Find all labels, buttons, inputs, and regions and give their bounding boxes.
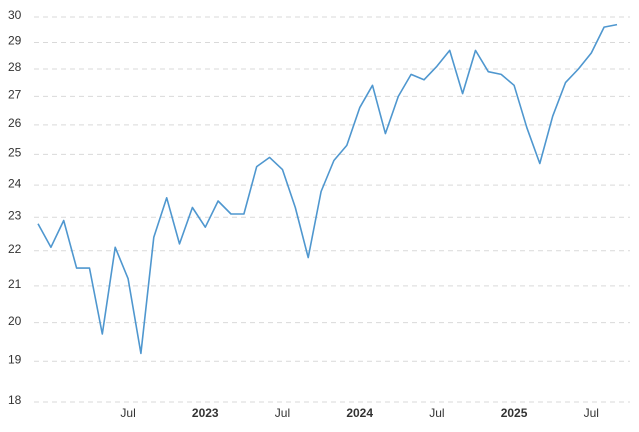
x-tick-label: 2023 [192,406,219,420]
x-tick-label: Jul [120,406,135,420]
y-tick-label: 19 [8,352,22,366]
x-tick-label: Jul [275,406,290,420]
y-tick-label: 27 [8,88,22,102]
y-tick-label: 21 [8,277,22,291]
data-line [37,23,618,355]
y-tick-label: 18 [8,393,22,407]
y-tick-label: 23 [8,208,22,222]
y-tick-label: 29 [8,34,22,48]
y-tick-label: 26 [8,116,22,130]
y-tick-label: 24 [8,176,22,190]
y-tick-label: 30 [8,8,22,22]
x-tick-label: 2025 [501,406,528,420]
y-tick-label: 22 [8,242,22,256]
x-tick-label: Jul [429,406,444,420]
y-tick-label: 25 [8,146,22,160]
x-tick-label: Jul [584,406,599,420]
y-tick-label: 28 [8,60,22,74]
y-tick-label: 20 [8,314,22,328]
x-tick-label: 2024 [346,406,373,420]
